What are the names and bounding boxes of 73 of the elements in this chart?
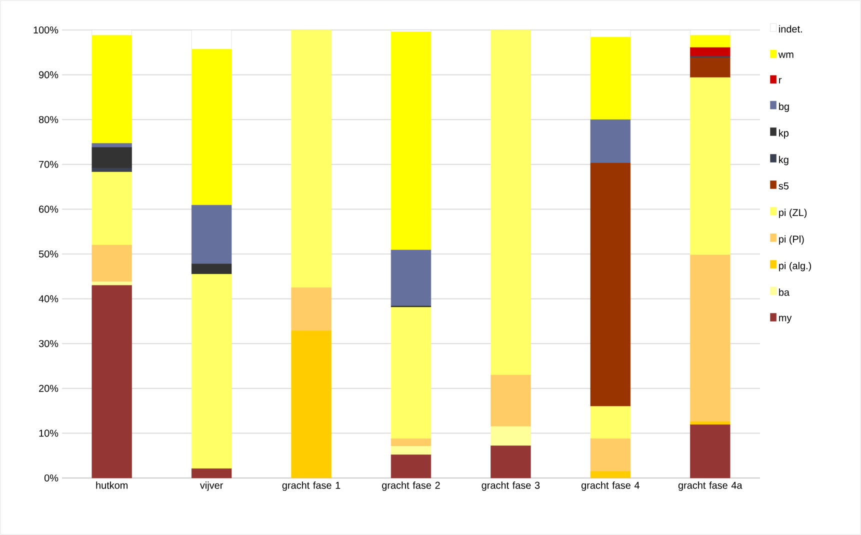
bar — [191, 264, 232, 274]
bar — [390, 446, 432, 455]
x-tick-label: vijver — [200, 482, 224, 491]
bar — [490, 426, 531, 446]
bar — [191, 49, 232, 206]
y-tick-label: 30% — [38, 340, 58, 348]
bar — [92, 35, 132, 144]
legend-label: my — [779, 316, 792, 324]
legend-label: kg — [779, 156, 788, 166]
y-tick-label: 60% — [39, 206, 58, 213]
bar — [690, 35, 730, 48]
bar — [590, 30, 631, 38]
bar — [490, 30, 531, 376]
bar — [690, 58, 730, 78]
bar — [590, 162, 631, 406]
bar — [690, 47, 730, 57]
bar — [590, 471, 631, 478]
legend-label: s5 — [778, 182, 789, 190]
bar — [590, 37, 631, 120]
legend-label: pi (alg.) — [779, 262, 812, 272]
bar — [390, 250, 432, 306]
bar — [690, 30, 730, 36]
y-tick-label: 90% — [39, 71, 58, 78]
x-tick-label: hutkom — [96, 482, 128, 489]
x-tick-label: gracht fase 4a — [678, 482, 742, 491]
bar — [92, 30, 132, 36]
bar — [690, 254, 730, 422]
bar — [390, 307, 432, 439]
bar — [92, 168, 132, 172]
bar — [291, 287, 332, 331]
legend-label: bg — [779, 102, 789, 112]
bar — [690, 421, 730, 425]
bar — [390, 438, 432, 446]
bar — [690, 424, 730, 478]
bar — [92, 244, 132, 282]
legend-label: indet. — [779, 25, 802, 33]
bar — [191, 205, 232, 264]
legend-label: kp — [779, 129, 789, 139]
bar — [191, 468, 232, 478]
bar — [490, 374, 531, 427]
legend-label: r — [779, 78, 782, 84]
bar — [92, 143, 132, 148]
bar — [690, 77, 730, 256]
x-tick-label: gracht fase 2 — [382, 482, 440, 491]
x-tick-label: gracht fase 3 — [482, 482, 540, 491]
y-tick-label: 70% — [39, 160, 58, 168]
y-tick-label: 10% — [39, 430, 58, 437]
legend-label: wm — [778, 52, 794, 58]
legend-label: ba — [779, 288, 790, 296]
bar — [590, 438, 631, 472]
y-tick-label: 40% — [38, 295, 58, 302]
bar — [92, 285, 132, 478]
bar — [291, 330, 332, 478]
x-tick-label: gracht fase 4 — [582, 482, 640, 491]
bar — [291, 30, 332, 288]
bar — [92, 147, 132, 168]
bar — [92, 172, 132, 246]
y-tick-label: 50% — [38, 250, 58, 258]
bar — [590, 406, 631, 439]
bar — [490, 446, 531, 478]
bar — [191, 274, 232, 469]
y-tick-label: 0% — [44, 474, 58, 482]
bar — [390, 32, 432, 250]
legend-label: pi (ZL) — [779, 208, 807, 218]
bar — [590, 119, 631, 164]
legend-label: pi (Pl) — [779, 235, 804, 245]
bar — [92, 282, 132, 286]
bar — [191, 30, 232, 50]
y-tick-label: 80% — [38, 116, 58, 124]
y-tick-label: 20% — [39, 384, 58, 392]
bar — [390, 454, 432, 478]
x-tick-label: gracht fase 1 — [282, 482, 340, 491]
y-tick-label: 100% — [34, 26, 58, 34]
